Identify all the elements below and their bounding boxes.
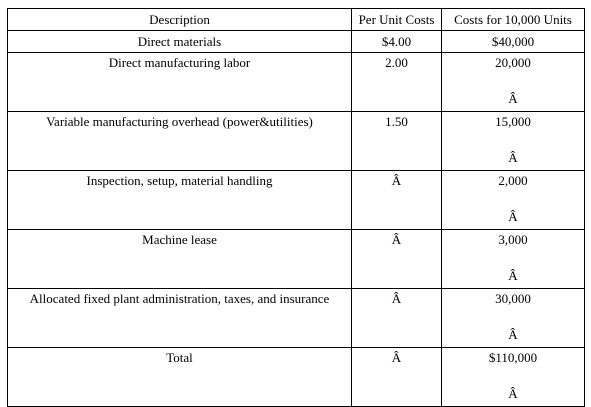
- table-row: Machine lease Â 3,000 Â: [7, 229, 585, 289]
- row-description: Allocated fixed plant administration, ta…: [7, 288, 352, 348]
- row-total-cost-text: 3,000: [498, 232, 528, 247]
- row-trailing-char: Â: [508, 91, 518, 106]
- row-trailing-char: Â: [508, 209, 518, 224]
- row-per-unit-cost-text: Â: [391, 350, 402, 365]
- row-total-cost: 20,000 Â: [441, 52, 585, 112]
- table-row: Total Â $110,000 Â: [7, 347, 585, 407]
- table-row: Allocated fixed plant administration, ta…: [7, 288, 585, 348]
- header-total-costs: Costs for 10,000 Units: [441, 8, 585, 31]
- row-total-cost: $40,000: [441, 30, 585, 53]
- row-description: Total: [7, 347, 352, 407]
- row-per-unit-cost: Â: [351, 229, 442, 289]
- row-description: Direct manufacturing labor: [7, 52, 352, 112]
- row-per-unit-cost-text: 1.50: [385, 114, 408, 129]
- row-per-unit-cost: $4.00: [351, 30, 442, 53]
- row-total-cost: 2,000 Â: [441, 170, 585, 230]
- row-per-unit-cost-text: Â: [391, 232, 402, 247]
- cost-table: Description Per Unit Costs Costs for 10,…: [7, 8, 585, 407]
- row-per-unit-cost: Â: [351, 347, 442, 407]
- row-description: Inspection, setup, material handling: [7, 170, 352, 230]
- row-per-unit-cost: Â: [351, 288, 442, 348]
- row-per-unit-cost-text: 2.00: [385, 55, 408, 70]
- header-row: Description Per Unit Costs Costs for 10,…: [7, 8, 585, 31]
- table-row: Direct materials $4.00 $40,000: [7, 30, 585, 53]
- row-trailing-char: Â: [508, 386, 518, 401]
- row-total-cost: $110,000 Â: [441, 347, 585, 407]
- row-total-cost: 30,000 Â: [441, 288, 585, 348]
- table-row: Variable manufacturing overhead (power&u…: [7, 111, 585, 171]
- row-description: Variable manufacturing overhead (power&u…: [7, 111, 352, 171]
- row-description-text: Inspection, setup, material handling: [86, 173, 273, 188]
- row-description-text: Variable manufacturing overhead (power&u…: [46, 114, 313, 129]
- row-per-unit-cost: Â: [351, 170, 442, 230]
- row-total-cost-text: 2,000: [498, 173, 528, 188]
- header-per-unit-costs: Per Unit Costs: [351, 8, 442, 31]
- row-per-unit-cost: 1.50: [351, 111, 442, 171]
- row-description: Direct materials: [7, 30, 352, 53]
- row-total-cost-text: 20,000: [495, 55, 531, 70]
- row-per-unit-cost: 2.00: [351, 52, 442, 112]
- row-total-cost-text: $110,000: [488, 350, 538, 365]
- row-description-text: Allocated fixed plant administration, ta…: [29, 291, 330, 306]
- row-per-unit-cost-text: Â: [391, 173, 402, 188]
- row-total-cost: 3,000 Â: [441, 229, 585, 289]
- row-trailing-char: Â: [508, 150, 518, 165]
- row-total-cost-text: 30,000: [495, 291, 531, 306]
- row-description-text: Direct manufacturing labor: [108, 55, 251, 70]
- row-description-text: Machine lease: [142, 232, 217, 247]
- table-row: Direct manufacturing labor 2.00 20,000 Â: [7, 52, 585, 112]
- header-description: Description: [7, 8, 352, 31]
- row-description: Machine lease: [7, 229, 352, 289]
- table-row: Inspection, setup, material handling Â 2…: [7, 170, 585, 230]
- row-trailing-char: Â: [508, 327, 518, 342]
- row-description-text: Total: [166, 350, 193, 365]
- row-total-cost-text: 15,000: [495, 114, 531, 129]
- row-trailing-char: Â: [508, 268, 518, 283]
- row-per-unit-cost-text: Â: [391, 291, 402, 306]
- row-total-cost: 15,000 Â: [441, 111, 585, 171]
